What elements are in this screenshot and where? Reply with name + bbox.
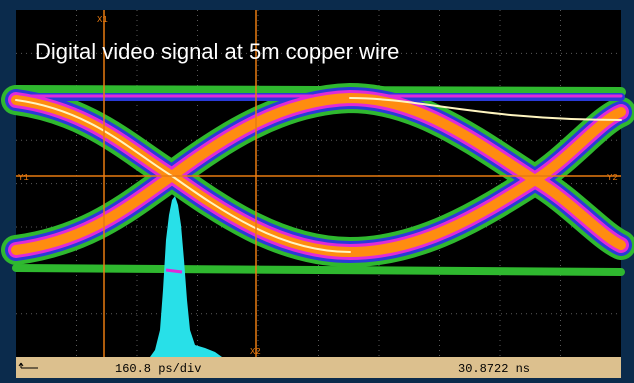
marker-y1: Y1 <box>18 173 29 183</box>
page: {"screen": {"title": "Digital video sign… <box>0 0 634 383</box>
histogram-marker <box>166 270 182 272</box>
status-bar <box>16 357 621 378</box>
oscilloscope-screenshot: X1 X2 Y1 Y2 Digital video signal at 5m c… <box>0 0 634 383</box>
position: 30.8722 ns <box>458 362 530 376</box>
screen-title: Digital video signal at 5m copper wire <box>35 39 399 64</box>
marker-x1: X1 <box>97 15 108 25</box>
timebase: 160.8 ps/div <box>115 362 201 376</box>
marker-x2: X2 <box>250 347 261 357</box>
marker-y2: Y2 <box>607 173 618 183</box>
